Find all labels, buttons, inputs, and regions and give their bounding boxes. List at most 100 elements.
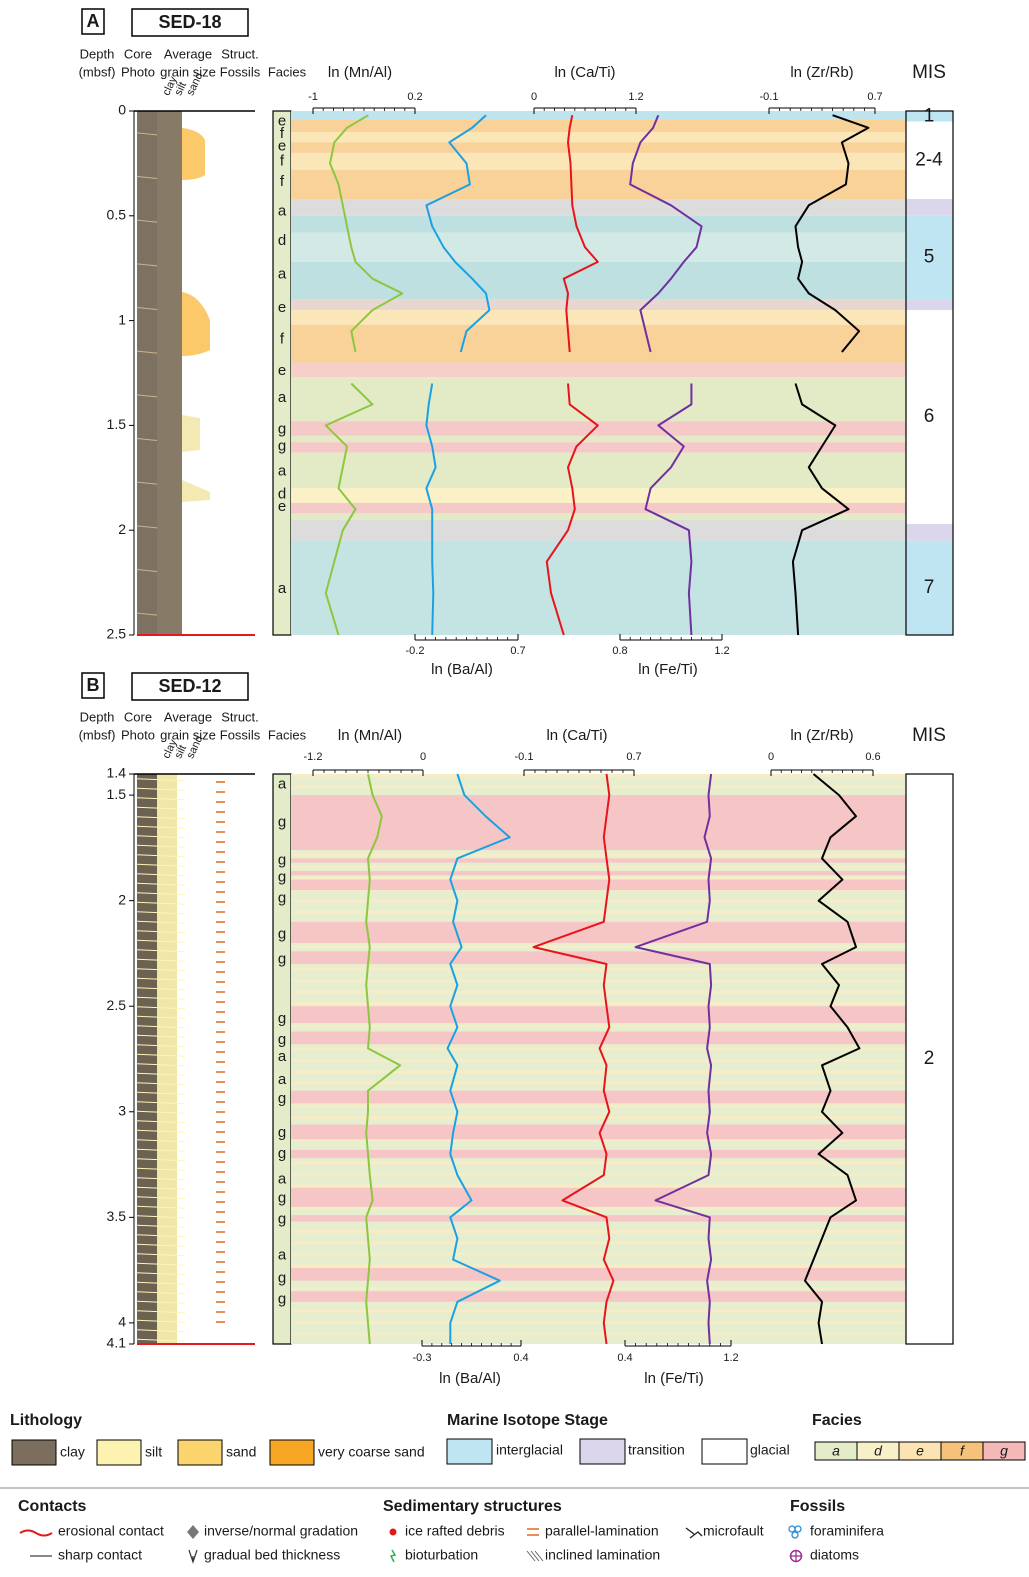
core-lamina	[136, 1129, 186, 1133]
facies-band	[291, 519, 906, 541]
facies-band	[291, 131, 906, 143]
curve-axis-tick-label: 0.4	[617, 1352, 632, 1364]
facies-band	[291, 452, 906, 489]
lamina-stripe	[291, 865, 906, 869]
facies-label: a	[278, 1048, 287, 1065]
legend-label: foraminifera	[810, 1523, 884, 1539]
grain-class-label: silt	[172, 743, 189, 760]
lamina-stripe	[291, 990, 906, 994]
facies-label: e	[278, 112, 286, 129]
legend-label: microfault	[703, 1523, 764, 1539]
facies-band	[291, 1268, 906, 1281]
legend-label: e	[916, 1443, 924, 1459]
core-name: SED-18	[158, 12, 221, 32]
facies-label: g	[278, 1291, 286, 1308]
facies-band	[291, 435, 906, 443]
core-lamina	[136, 863, 186, 867]
core-lamina	[136, 1300, 186, 1304]
silt-layer	[182, 480, 210, 502]
lamina-stripe	[291, 1321, 906, 1325]
mis-header: MIS	[912, 62, 946, 83]
curve-axis-tick-label: 0.2	[407, 91, 422, 103]
core-lamina	[136, 1319, 186, 1323]
facies-band	[291, 232, 906, 262]
core-lamina	[136, 1006, 186, 1010]
facies-band	[291, 795, 906, 850]
core-lamina	[136, 1091, 186, 1095]
core-name: SED-12	[158, 676, 221, 696]
curve-axis-title: ln (Mn/Al)	[328, 64, 392, 81]
lamina-stripe	[291, 1184, 906, 1188]
legend-label: sand	[226, 1444, 256, 1460]
core-lamina	[136, 968, 186, 972]
depth-tick-label: 1.5	[107, 786, 127, 802]
core-name-box	[131, 8, 249, 37]
lamina-stripe	[291, 1138, 906, 1142]
lamina-stripe	[291, 774, 906, 777]
lamina-stripe	[291, 876, 906, 880]
geochem-curve	[804, 773, 861, 1345]
facies-label: g	[278, 951, 286, 968]
core-lamina	[136, 1053, 186, 1057]
core-lamina	[136, 816, 186, 820]
column-header: Photo	[121, 64, 155, 79]
legend-swatch	[982, 1441, 1026, 1461]
facies-band	[291, 1291, 906, 1302]
column-header: Core	[124, 709, 152, 724]
curve-axis-title: ln (Mn/Al)	[338, 727, 402, 744]
core-lamina	[136, 1167, 186, 1171]
facies-label: f	[280, 152, 285, 169]
legend-symbol	[526, 1550, 536, 1562]
column-header: Average	[164, 709, 212, 724]
legend-symbol	[188, 1549, 198, 1564]
column-header: Photo	[121, 727, 155, 742]
curve-axis-tick-label: 0.7	[626, 751, 641, 763]
mis-segment	[906, 523, 953, 541]
mis-segment	[906, 540, 953, 635]
lamina-stripe	[291, 1002, 906, 1005]
mis-frame	[905, 773, 954, 1345]
curve-axis-tick-label: -1.2	[304, 751, 323, 763]
core-lamina	[136, 939, 186, 943]
mis-header: MIS	[912, 725, 946, 746]
facies-label: g	[278, 890, 286, 907]
legend-label: clay	[60, 1444, 85, 1460]
geochem-curve	[791, 114, 870, 636]
lamina-stripe	[291, 853, 906, 857]
facies-band	[291, 299, 906, 311]
facies-band	[291, 421, 906, 436]
facies-band	[291, 169, 906, 200]
depth-tick-label: 2	[118, 521, 126, 537]
legend-label: gradual bed thickness	[204, 1547, 340, 1563]
facies-label: g	[278, 1010, 286, 1027]
facies-label: e	[278, 299, 286, 316]
facies-label: e	[278, 498, 286, 515]
depth-tick-label: 1.5	[107, 416, 127, 432]
core-lamina	[136, 854, 186, 858]
lamina-stripe	[291, 1264, 906, 1268]
legend-title: Sedimentary structures	[383, 1498, 562, 1515]
grain-size-column	[157, 111, 182, 635]
core-lamina	[136, 1253, 186, 1257]
core-lamina	[136, 132, 158, 136]
core-lamina	[136, 219, 158, 223]
curve-axis-title: ln (Fe/Ti)	[638, 661, 697, 678]
facies-label: a	[278, 265, 287, 282]
core-lamina	[136, 1063, 186, 1067]
geochem-curve	[545, 114, 599, 636]
column-header: Struct.	[221, 46, 259, 61]
core-lamina	[136, 1310, 186, 1314]
core-lamina	[136, 1148, 186, 1152]
core-lamina	[136, 1015, 186, 1019]
core-lamina	[136, 1110, 186, 1114]
legend-label: inverse/normal gradation	[204, 1523, 358, 1539]
curve-axis-tick-label: 0.4	[513, 1352, 528, 1364]
core-lamina	[136, 1291, 186, 1295]
panel-tag-box	[81, 8, 105, 35]
facies-label: g	[278, 1270, 286, 1287]
legend-swatch	[96, 1439, 142, 1466]
legend-symbol	[187, 1525, 199, 1539]
mis-frame	[905, 110, 954, 636]
core-lamina	[136, 1243, 186, 1247]
facies-label: d	[278, 486, 286, 503]
